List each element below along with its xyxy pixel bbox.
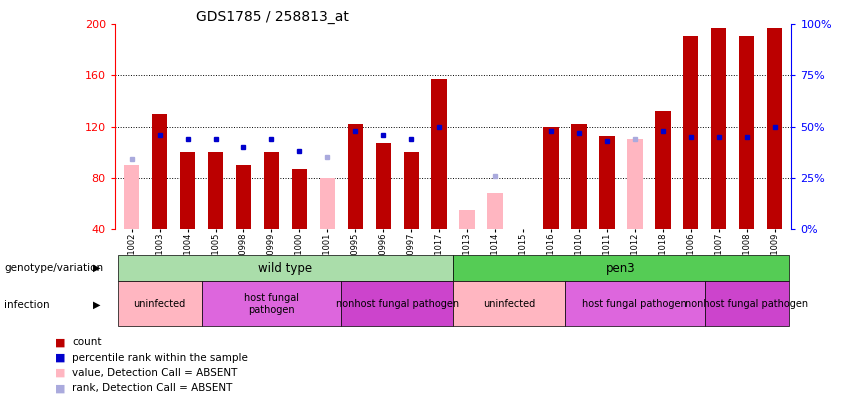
Text: pen3: pen3: [606, 262, 636, 275]
Bar: [460, 210, 475, 229]
Text: value, Detection Call = ABSENT: value, Detection Call = ABSENT: [72, 368, 237, 378]
Bar: [117, 255, 453, 281]
Bar: [236, 165, 251, 229]
Text: ■: ■: [55, 353, 66, 362]
Bar: [180, 152, 195, 229]
Text: ■: ■: [55, 337, 66, 347]
Text: ▶: ▶: [93, 300, 100, 309]
Bar: [152, 114, 168, 229]
Bar: [320, 178, 335, 229]
Text: uninfected: uninfected: [134, 299, 186, 309]
Text: nonhost fungal pathogen: nonhost fungal pathogen: [685, 299, 808, 309]
Bar: [431, 79, 447, 229]
Bar: [565, 281, 705, 326]
Bar: [375, 143, 391, 229]
Bar: [117, 281, 202, 326]
Text: count: count: [72, 337, 102, 347]
Bar: [453, 255, 789, 281]
Bar: [341, 281, 453, 326]
Bar: [488, 193, 503, 229]
Text: uninfected: uninfected: [483, 299, 535, 309]
Bar: [202, 281, 341, 326]
Bar: [683, 36, 699, 229]
Text: infection: infection: [4, 300, 50, 309]
Text: ▶: ▶: [93, 263, 100, 273]
Bar: [655, 111, 671, 229]
Text: rank, Detection Call = ABSENT: rank, Detection Call = ABSENT: [72, 384, 232, 393]
Bar: [292, 169, 307, 229]
Bar: [599, 136, 614, 229]
Bar: [711, 28, 727, 229]
Bar: [767, 28, 782, 229]
Text: host fungal pathogen: host fungal pathogen: [582, 299, 688, 309]
Text: nonhost fungal pathogen: nonhost fungal pathogen: [335, 299, 459, 309]
Bar: [543, 126, 559, 229]
Text: genotype/variation: genotype/variation: [4, 263, 103, 273]
Bar: [124, 165, 140, 229]
Text: host fungal
pathogen: host fungal pathogen: [244, 293, 299, 315]
Text: GDS1785 / 258813_at: GDS1785 / 258813_at: [196, 10, 349, 24]
Bar: [453, 281, 565, 326]
Text: ■: ■: [55, 368, 66, 378]
Bar: [739, 36, 754, 229]
Bar: [571, 124, 586, 229]
Bar: [705, 281, 789, 326]
Bar: [627, 139, 643, 229]
Text: percentile rank within the sample: percentile rank within the sample: [72, 353, 248, 362]
Bar: [264, 152, 279, 229]
Text: wild type: wild type: [259, 262, 312, 275]
Bar: [403, 152, 419, 229]
Text: ■: ■: [55, 384, 66, 393]
Bar: [347, 124, 363, 229]
Bar: [208, 152, 223, 229]
